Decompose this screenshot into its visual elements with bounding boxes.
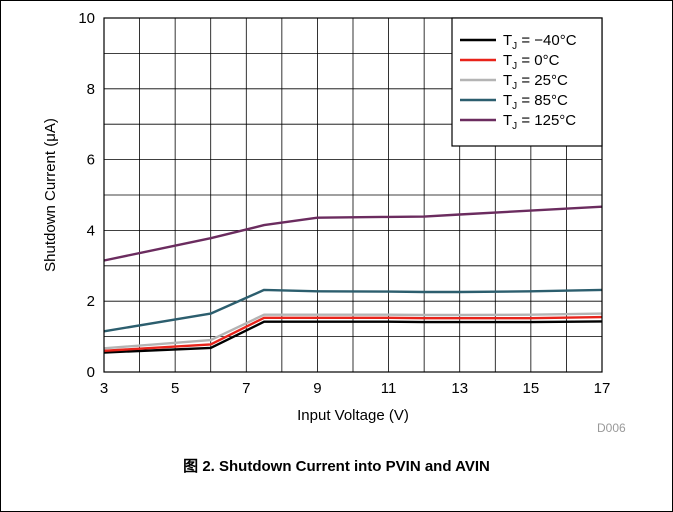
y-tick-label: 0 [87,364,95,381]
y-axis-label: Shutdown Current (μA) [42,118,59,272]
figure-id-label: D006 [597,421,626,435]
x-tick-label: 7 [242,380,250,397]
legend-entry: TJ = 125°C [503,112,576,132]
x-tick-label: 5 [171,380,179,397]
series-line-5 [103,205,603,262]
x-tick-labels: 3 5 7 9 11 13 15 17 [100,380,611,397]
x-tick-label: 3 [100,380,108,397]
series-line-4 [103,288,603,333]
y-tick-labels: 0 2 4 6 8 10 [78,10,95,381]
legend-entry: TJ = −40°C [503,32,577,52]
x-tick-label: 13 [451,380,468,397]
series-line-2 [103,315,603,352]
plot-area-border [103,17,603,373]
x-tick-label: 15 [523,380,540,397]
y-tick-label: 8 [87,81,95,98]
legend-entry: TJ = 0°C [503,52,560,72]
figure-caption: 图 2. Shutdown Current into PVIN and AVIN [183,458,490,475]
legend: TJ = −40°CTJ = 0°CTJ = 25°CTJ = 85°CTJ =… [451,17,603,147]
y-tick-label: 2 [87,293,95,310]
series-layer [103,205,603,354]
series-line-3 [103,312,603,350]
x-tick-label: 9 [313,380,321,397]
x-tick-label: 17 [594,380,611,397]
legend-entry: TJ = 25°C [503,72,568,92]
legend-entry: TJ = 85°C [503,92,568,112]
y-tick-label: 10 [78,10,95,27]
y-tick-label: 6 [87,152,95,169]
y-tick-label: 4 [87,222,95,239]
series-line-1 [103,320,603,354]
x-axis-label: Input Voltage (V) [297,407,409,424]
x-tick-label: 11 [381,380,397,397]
